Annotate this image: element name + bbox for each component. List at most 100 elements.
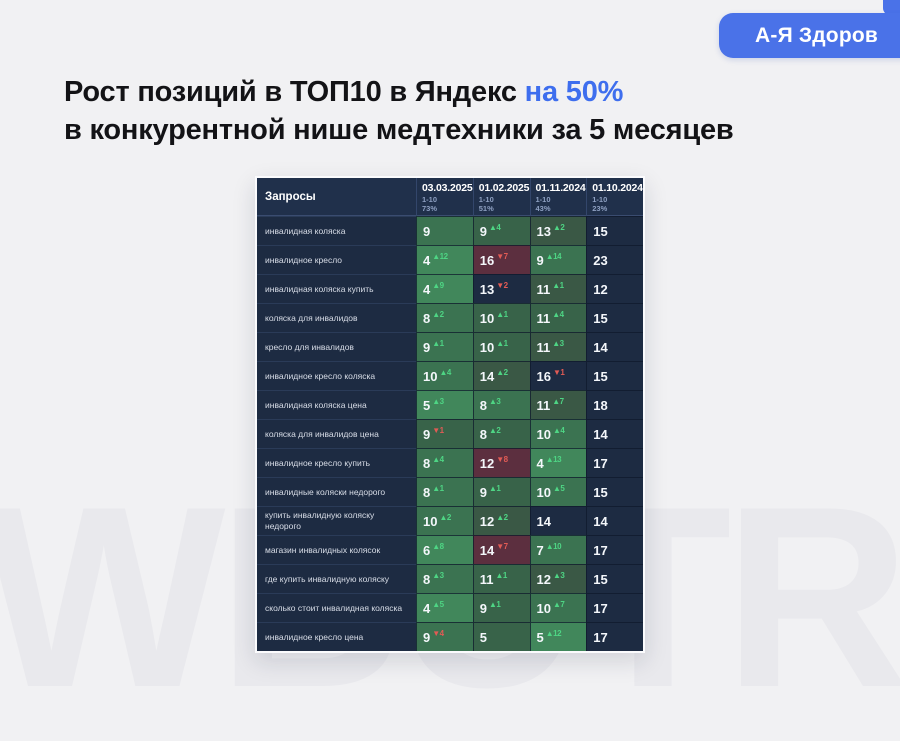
position-value: 4 bbox=[423, 600, 431, 616]
query-column-header: Запросы bbox=[257, 178, 416, 216]
position-delta: ▲2 bbox=[496, 367, 508, 377]
value-cell: 10 ▲4 bbox=[416, 361, 473, 390]
range-percent-label: 1-10 73% bbox=[422, 195, 473, 213]
table-row: инвалидное кресло цена 9 ▼4 5 5 ▲12 17 bbox=[257, 622, 643, 651]
value-cell: 9 bbox=[416, 216, 473, 245]
value-cell: 5 ▲12 bbox=[529, 622, 587, 651]
position-value: 11 bbox=[479, 571, 494, 587]
range-label: 1-10 bbox=[422, 195, 438, 204]
value-cell: 15 bbox=[586, 303, 643, 332]
position-value: 9 bbox=[536, 252, 544, 268]
position-value: 12 bbox=[593, 281, 608, 297]
position-delta: ▲1 bbox=[432, 483, 444, 493]
position-delta: ▼1 bbox=[552, 367, 565, 377]
position-delta: ▲2 bbox=[496, 512, 508, 522]
position-value: 13 bbox=[536, 223, 551, 239]
position-delta: ▼7 bbox=[496, 251, 508, 261]
value-cell: 14 bbox=[586, 332, 643, 361]
percent-label: 73% bbox=[422, 204, 438, 213]
value-cell: 4 ▲9 bbox=[416, 274, 473, 303]
position-delta: ▲2 bbox=[439, 512, 451, 522]
query-cell: коляска для инвалидов цена bbox=[257, 419, 416, 448]
value-cell: 11 ▲1 bbox=[472, 564, 530, 593]
range-label: 1-10 bbox=[535, 195, 551, 204]
value-cell: 15 bbox=[586, 216, 643, 245]
position-delta: ▲4 bbox=[552, 309, 564, 319]
table-row: коляска для инвалидов цена 9 ▼1 8 ▲2 10 ▲4 14 bbox=[257, 419, 643, 448]
position-delta: ▲4 bbox=[432, 454, 444, 464]
position-value: 10 bbox=[479, 310, 495, 326]
position-value: 15 bbox=[593, 368, 608, 384]
position-value: 5 bbox=[479, 629, 487, 645]
value-cell: 8 ▲2 bbox=[416, 303, 473, 332]
position-value: 15 bbox=[593, 484, 608, 500]
position-delta: ▲1 bbox=[496, 338, 508, 348]
position-delta: ▲1 bbox=[552, 280, 564, 290]
position-value: 12 bbox=[479, 455, 495, 471]
position-delta: ▲12 bbox=[545, 628, 562, 638]
position-delta: ▲4 bbox=[488, 222, 501, 232]
position-delta: ▼4 bbox=[432, 628, 444, 638]
query-cell: магазин инвалидных колясок bbox=[257, 535, 416, 564]
client-badge-label: А-Я Здоров bbox=[755, 23, 878, 47]
value-cell: 23 bbox=[586, 245, 643, 274]
value-cell: 9 ▲1 bbox=[472, 477, 530, 506]
position-value: 14 bbox=[593, 339, 608, 355]
value-cell: 8 ▲1 bbox=[416, 477, 473, 506]
value-cell: 7 ▲10 bbox=[529, 535, 587, 564]
query-cell: купить инвалидную коляску недорого bbox=[257, 506, 416, 535]
position-value: 9 bbox=[423, 426, 431, 442]
value-cell: 6 ▲8 bbox=[416, 535, 473, 564]
range-label: 1-10 bbox=[478, 195, 494, 204]
table-row: купить инвалидную коляску недорого 10 ▲2 12… bbox=[257, 506, 643, 535]
value-cell: 4 ▲12 bbox=[416, 245, 473, 274]
position-delta: ▲4 bbox=[439, 367, 451, 377]
position-delta: ▲3 bbox=[432, 396, 444, 406]
position-value: 4 bbox=[536, 455, 544, 471]
table-header-row: Запросы 03.03.2025 1-10 73% 01.02.2025 1-10 51… bbox=[257, 178, 643, 216]
position-value: 12 bbox=[536, 571, 551, 587]
value-cell: 13 ▲2 bbox=[529, 216, 587, 245]
query-cell: коляска для инвалидов bbox=[257, 303, 416, 332]
value-cell: 9 ▼4 bbox=[416, 622, 473, 651]
position-delta: ▲8 bbox=[432, 541, 444, 551]
value-cell: 14 ▼7 bbox=[472, 535, 530, 564]
value-cell: 11 ▲3 bbox=[529, 332, 587, 361]
query-cell: кресло для инвалидов bbox=[257, 332, 416, 361]
value-cell: 9 ▲1 bbox=[472, 593, 530, 622]
position-delta: ▲1 bbox=[496, 309, 508, 319]
position-value: 8 bbox=[423, 455, 431, 471]
query-cell: инвалидные коляски недорого bbox=[257, 477, 416, 506]
position-value: 4 bbox=[423, 281, 431, 297]
value-cell: 15 bbox=[586, 564, 643, 593]
position-delta: ▲9 bbox=[432, 280, 444, 290]
value-cell: 10 ▲2 bbox=[416, 506, 473, 535]
table-row: инвалидные коляски недорого 8 ▲1 9 ▲1 10 ▲5 15 bbox=[257, 477, 643, 506]
position-value: 23 bbox=[593, 252, 608, 268]
value-cell: 11 ▲7 bbox=[529, 390, 587, 419]
position-value: 17 bbox=[593, 542, 608, 558]
position-delta: ▼2 bbox=[496, 280, 508, 290]
position-value: 10 bbox=[423, 368, 438, 384]
position-value: 9 bbox=[423, 223, 431, 239]
position-value: 14 bbox=[479, 368, 495, 384]
percent-label: 51% bbox=[478, 204, 494, 213]
table-row: сколько стоит инвалидная коляска 4 ▲5 9 ▲1 10… bbox=[257, 593, 643, 622]
position-delta: ▲5 bbox=[552, 483, 565, 493]
value-cell: 15 bbox=[586, 477, 643, 506]
value-cell: 12 ▲2 bbox=[472, 506, 530, 535]
table-row: магазин инвалидных колясок 6 ▲8 14 ▼7 7 ▲10 17 bbox=[257, 535, 643, 564]
position-delta: ▲3 bbox=[552, 570, 565, 580]
position-value: 15 bbox=[593, 310, 608, 326]
position-delta: ▲3 bbox=[488, 396, 501, 406]
value-cell: 14 bbox=[586, 506, 643, 535]
date-label: 01.10.2024 bbox=[592, 182, 643, 194]
position-delta: ▲2 bbox=[552, 222, 565, 232]
value-cell: 8 ▲4 bbox=[416, 448, 473, 477]
position-delta: ▼1 bbox=[432, 425, 444, 435]
position-value: 11 bbox=[536, 339, 551, 355]
table-row: инвалидное кресло коляска 10 ▲4 14 ▲2 16 ▼1 15 bbox=[257, 361, 643, 390]
position-value: 17 bbox=[593, 629, 608, 645]
position-value: 10 bbox=[423, 513, 438, 529]
corner-accent-shape bbox=[883, 0, 900, 15]
